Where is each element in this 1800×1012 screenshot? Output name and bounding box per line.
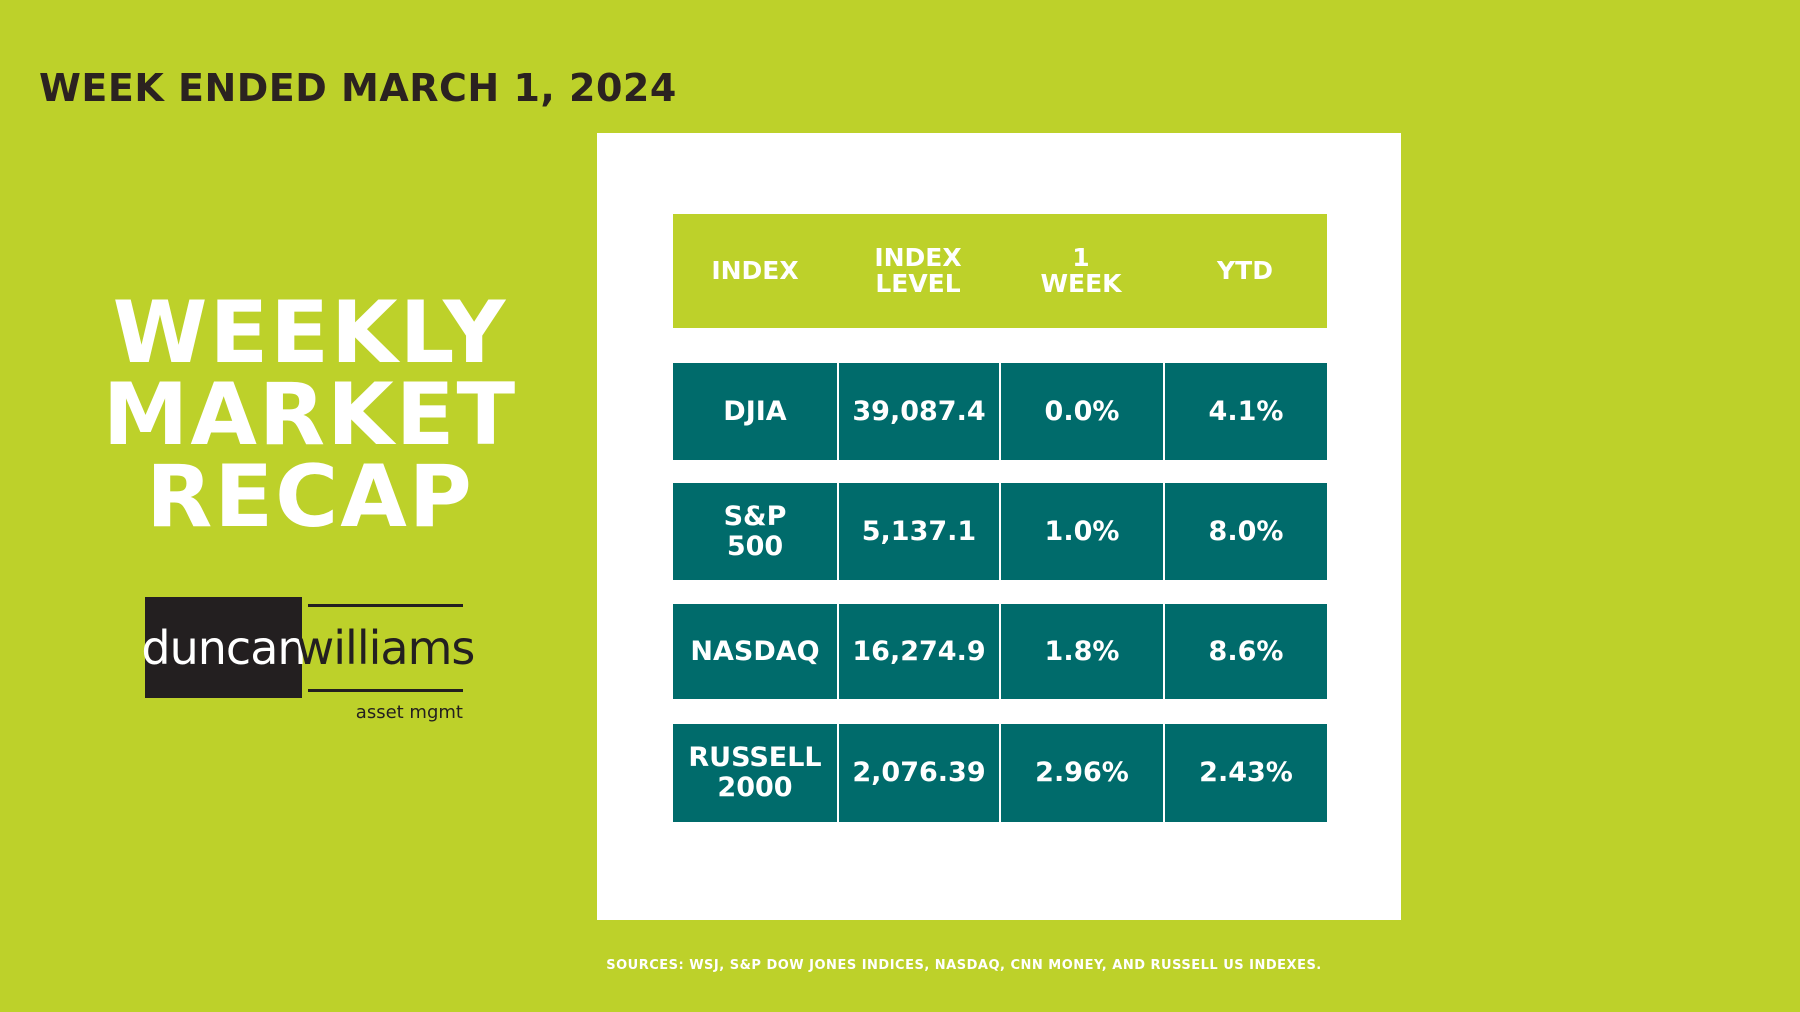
column-header: INDEX xyxy=(711,255,799,285)
week-label: WEEK ENDED MARCH 1, 2024 xyxy=(39,66,677,110)
column-header: INDEX LEVEL xyxy=(874,242,962,298)
table-cell: 2.43% xyxy=(1165,724,1327,822)
table-cell: 4.1% xyxy=(1165,363,1327,460)
table-cell: 8.0% xyxy=(1165,483,1327,580)
sources: SOURCES: WSJ, S&P DOW JONES INDICES, NAS… xyxy=(606,958,1322,973)
logo-sub: asset mgmt xyxy=(355,702,463,723)
table-cell: NASDAQ xyxy=(673,604,837,699)
table-cell: 2,076.39 xyxy=(839,724,999,822)
table-header xyxy=(673,214,1327,328)
table-cell: 2.96% xyxy=(1001,724,1163,822)
table-cell: 16,274.9 xyxy=(839,604,999,699)
table-cell: S&P 500 xyxy=(673,483,837,580)
logo-box xyxy=(145,597,302,698)
title-line: MARKET xyxy=(102,365,518,465)
title-line: WEEKLY xyxy=(112,283,508,383)
table-cell: DJIA xyxy=(673,363,837,460)
table-cell: RUSSELL 2000 xyxy=(673,724,837,822)
table-cell: 5,137.1 xyxy=(839,483,999,580)
column-header: 1 WEEK xyxy=(1040,242,1122,298)
table-cell: 8.6% xyxy=(1165,604,1327,699)
logo-left: duncan xyxy=(141,620,306,675)
column-header: YTD xyxy=(1217,255,1273,285)
table-cell: 0.0% xyxy=(1001,363,1163,460)
table-cell: 1.0% xyxy=(1001,483,1163,580)
logo-right: williams xyxy=(297,604,475,692)
table-cell: 39,087.4 xyxy=(839,363,999,460)
title-line: RECAP xyxy=(146,447,474,547)
table-cell: 1.8% xyxy=(1001,604,1163,699)
